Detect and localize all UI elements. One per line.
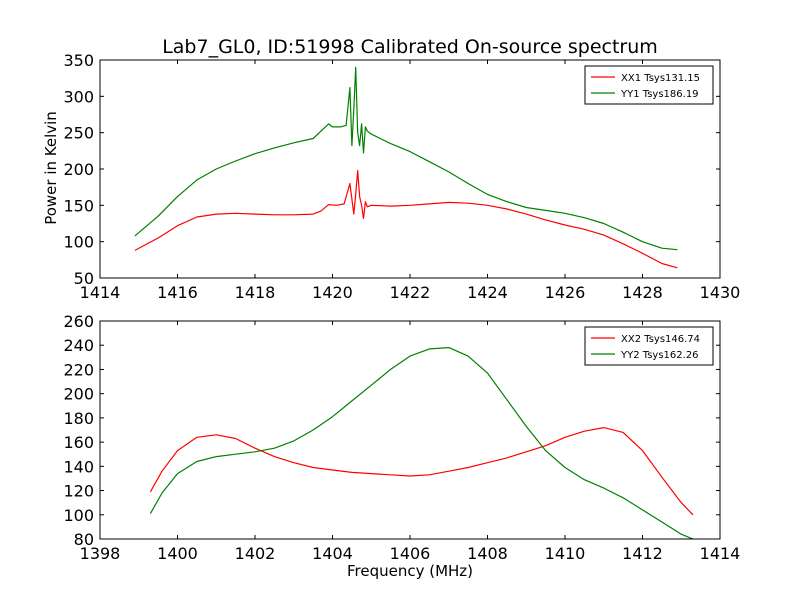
x-tick-label: 1416 [157, 283, 198, 302]
x-tick-label: 1420 [312, 283, 353, 302]
bottom-panel: 1398 1400 1402 1404 1406 1408 1410 1412 1414 80 10… [63, 312, 740, 563]
x-tick-label: 1408 [467, 544, 508, 563]
legend-entry-2: YY2 Tsys162.26 [620, 350, 699, 361]
y-tick-label: 100 [63, 506, 94, 525]
legend-box [584, 326, 714, 366]
y-tick-label: 300 [63, 87, 94, 106]
y-tick-label: 180 [63, 409, 94, 428]
x-tick-label: 1406 [390, 544, 431, 563]
x-tick-label: 1424 [467, 283, 508, 302]
series-line-2 [149, 347, 694, 539]
x-tick-label: 1414 [80, 283, 121, 302]
y-tick-label: 200 [63, 160, 94, 179]
x-tick-label: 1402 [235, 544, 276, 563]
x-tick-label: 1428 [622, 283, 663, 302]
legend-entry-2: YY1 Tsys186.19 [620, 89, 699, 100]
y-axis-label: Power in Kelvin [42, 111, 60, 225]
x-tick-label: 1430 [700, 283, 741, 302]
y-tick-label: 140 [63, 457, 94, 476]
series-group [134, 66, 678, 269]
top-panel: 1414 1416 1418 1420 1422 1424 1426 1428 1430 50 10… [63, 51, 740, 302]
legend: XX2 Tsys146.74 YY2 Tsys162.26 [584, 326, 714, 366]
y-tick-label: 200 [63, 385, 94, 404]
x-tick-label: 1410 [545, 544, 586, 563]
series-group [149, 347, 694, 539]
y-tick-label: 350 [63, 51, 94, 70]
x-tick-label: 1398 [80, 544, 121, 563]
y-tick-label: 260 [63, 312, 94, 331]
x-axis-label: Frequency (MHz) [347, 562, 473, 580]
y-tick-label: 80 [74, 530, 94, 549]
y-tick-label: 100 [63, 233, 94, 252]
y-tick-label: 50 [74, 269, 94, 288]
x-tick-label: 1400 [157, 544, 198, 563]
chart-title: Lab7_GL0, ID:51998 Calibrated On-source … [162, 36, 658, 58]
x-tick-label: 1414 [700, 544, 741, 563]
y-tick-label: 250 [63, 124, 94, 143]
x-tick-label: 1404 [312, 544, 353, 563]
x-tick-label: 1422 [390, 283, 431, 302]
y-tick-label: 120 [63, 482, 94, 501]
series-line-1 [149, 427, 694, 516]
y-tick-label: 220 [63, 360, 94, 379]
legend-entry-1: XX1 Tsys131.15 [621, 73, 700, 84]
y-tick-label: 160 [63, 433, 94, 452]
x-tick-label: 1426 [545, 283, 586, 302]
legend-box [584, 65, 714, 105]
series-line-1 [134, 169, 678, 269]
legend: XX1 Tsys131.15 YY1 Tsys186.19 [584, 65, 714, 105]
x-tick-label: 1418 [235, 283, 276, 302]
y-tick-label: 150 [63, 196, 94, 215]
series-line-2 [134, 66, 678, 251]
legend-entry-1: XX2 Tsys146.74 [621, 334, 700, 345]
y-tick-label: 240 [63, 336, 94, 355]
x-tick-label: 1412 [622, 544, 663, 563]
